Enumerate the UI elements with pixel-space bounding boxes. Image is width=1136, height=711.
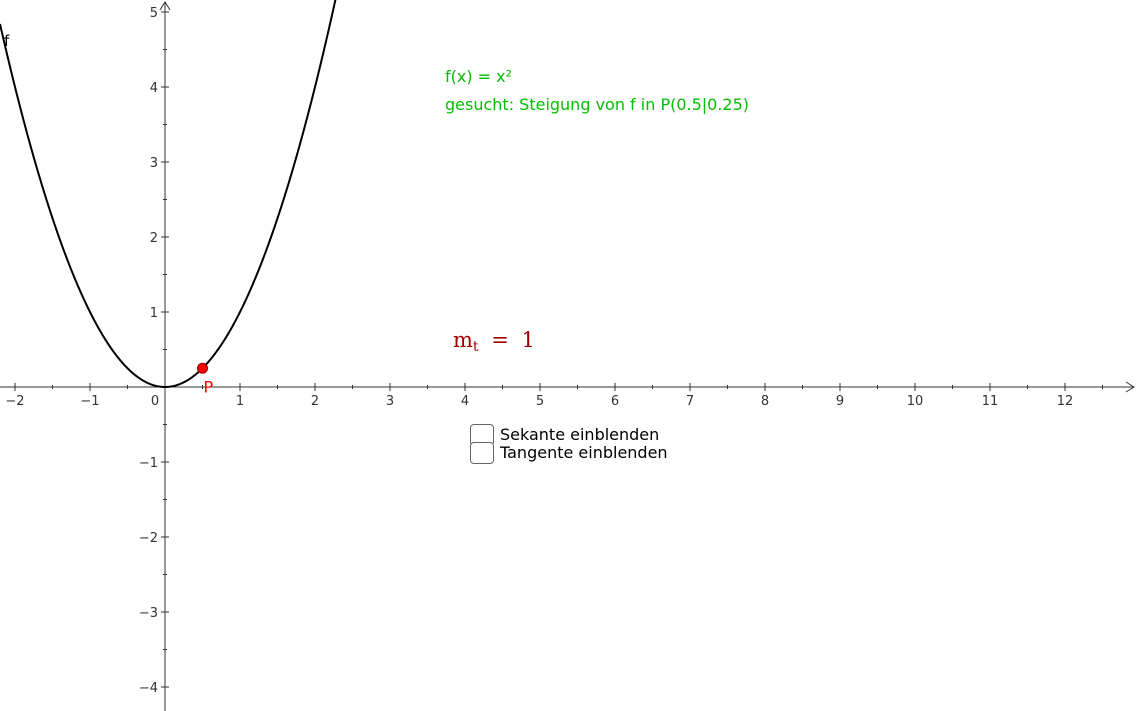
tangent-checkbox-label[interactable]: Tangente einblenden [500,443,668,462]
slope-value: 1 [521,328,535,352]
tangent-slope-text: mt = 1 [453,328,535,355]
slope-equals: = [491,328,509,352]
y-tick-label: 4 [150,81,158,96]
function-label-f: f [4,32,10,50]
y-tick-label: −3 [139,606,158,621]
y-tick-label: −2 [139,531,158,546]
y-tick-label: −4 [139,681,158,696]
point-p-label: P [204,377,214,396]
slope-symbol: m [453,328,473,352]
x-tick-label: 10 [907,394,924,409]
x-tick-label: 6 [611,394,619,409]
x-tick-label: 1 [236,394,244,409]
y-tick-label: −1 [139,456,158,471]
function-graph-f[interactable] [0,0,339,389]
x-axis-arrow [1125,381,1135,393]
x-tick-label: 9 [836,394,844,409]
secant-checkbox-label[interactable]: Sekante einblenden [500,425,660,444]
y-tick-label: 3 [150,156,158,171]
x-tick-label: 2 [311,394,319,409]
slope-subscript: t [472,339,479,355]
y-axis-arrow [159,1,171,11]
x-tick-label: 0 [151,394,159,409]
secant-checkbox-row[interactable]: Sekante einblenden [470,424,660,446]
y-tick-label: 5 [150,6,158,21]
y-tick-label: 1 [150,306,158,321]
x-tick-label: −2 [5,394,24,409]
tangent-checkbox-row[interactable]: Tangente einblenden [470,442,668,464]
x-tick-label: 4 [461,394,469,409]
x-tick-label: 12 [1057,394,1074,409]
y-tick-label: 2 [150,231,158,246]
x-tick-label: 3 [386,394,394,409]
x-tick-label: 8 [761,394,769,409]
function-definition-text: f(x) = x² [445,67,513,86]
x-tick-label: 5 [536,394,544,409]
x-tick-label: 11 [982,394,999,409]
task-description-text: gesucht: Steigung von f in P(0.5|0.25) [445,95,750,114]
x-tick-label: 7 [686,394,694,409]
tangent-checkbox[interactable] [470,442,494,464]
x-tick-label: −1 [80,394,99,409]
point-p[interactable] [197,362,208,374]
